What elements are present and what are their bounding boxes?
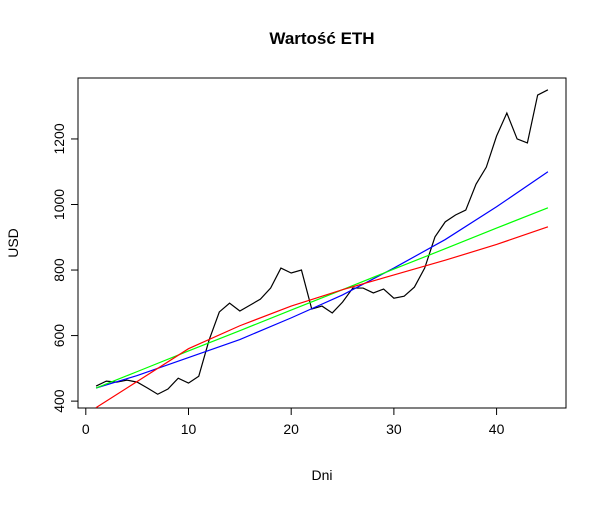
plot-box bbox=[77, 77, 567, 409]
y-tick-label: 800 bbox=[51, 258, 67, 282]
data-line bbox=[95, 207, 549, 389]
x-tick-label: 10 bbox=[181, 421, 197, 437]
y-tick-label: 1000 bbox=[51, 189, 67, 220]
x-tick-label: 0 bbox=[82, 421, 90, 437]
data-line bbox=[95, 89, 549, 395]
data-line bbox=[95, 226, 549, 409]
x-tick-label: 40 bbox=[489, 421, 505, 437]
y-axis-label: USD bbox=[5, 228, 21, 258]
x-tick-label: 20 bbox=[283, 421, 299, 437]
y-tick-label: 600 bbox=[51, 324, 67, 348]
chart-title: Wartość ETH bbox=[269, 29, 374, 48]
x-tick-label: 30 bbox=[386, 421, 402, 437]
x-axis-label: Dni bbox=[311, 467, 332, 483]
data-line bbox=[95, 171, 549, 389]
y-tick-label: 1200 bbox=[51, 123, 67, 154]
y-tick-label: 400 bbox=[51, 389, 67, 413]
